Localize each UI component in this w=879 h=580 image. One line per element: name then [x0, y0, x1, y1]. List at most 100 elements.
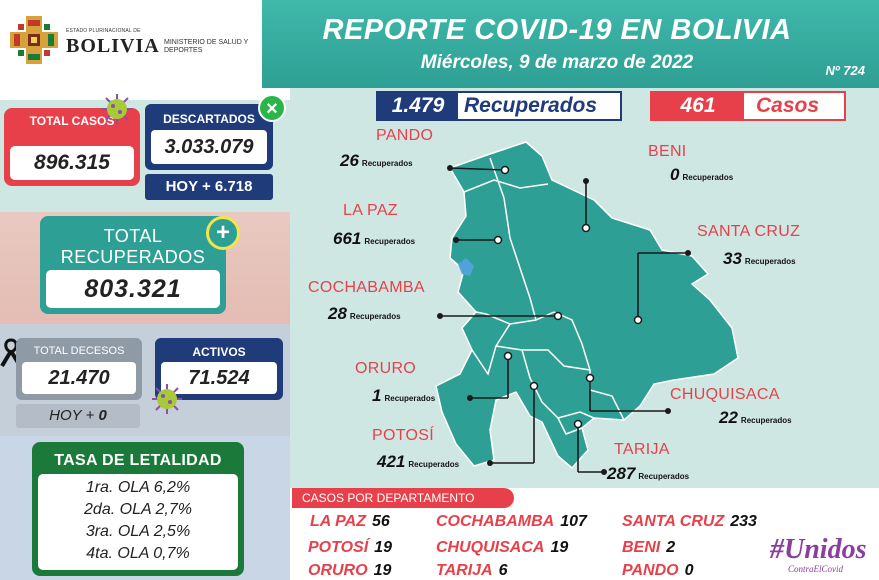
campaign-hashtag: #Unidos	[769, 534, 867, 565]
casos-item: TARIJA 6	[436, 562, 508, 580]
map-markers	[493, 165, 643, 429]
letalidad-row: 1ra. OLA 6,2%	[85, 479, 191, 496]
hoy-decesos-prefix: HOY +	[49, 407, 95, 424]
dept-count-la-paz-value: 661	[333, 229, 362, 248]
dept-count-tarija: 287 Recuperados	[607, 464, 689, 484]
total-recuperados-card: TOTAL RECUPERADOS 803.321	[40, 216, 226, 314]
total-casos-label: TOTAL CASOS	[29, 114, 115, 128]
dept-count-beni-value: 0	[670, 165, 680, 184]
casos-item: COCHABAMBA 107	[436, 513, 587, 531]
casos-today-tag: 461 Casos	[650, 91, 846, 121]
casos-item-name: LA PAZ	[310, 513, 366, 530]
dept-count-unit: Recuperados	[408, 460, 460, 469]
casos-item: PANDO 0	[622, 562, 694, 580]
dept-count-unit: Recuperados	[744, 257, 796, 266]
report-number: Nº 724	[825, 63, 865, 78]
casos-item-value: 2	[666, 539, 676, 556]
casos-item-value: 107	[560, 513, 587, 530]
total-decesos-label: TOTAL DECESOS	[33, 345, 125, 357]
casos-item-name: TARIJA	[436, 562, 493, 579]
dept-count-unit: Recuperados	[384, 394, 436, 403]
activos-label: ACTIVOS	[192, 345, 246, 359]
campaign-sub: ContraElCovid	[788, 564, 844, 574]
total-casos-card: TOTAL CASOS 896.315	[4, 108, 140, 186]
descartados-value: 3.033.079	[151, 130, 267, 164]
casos-item-value: 19	[373, 562, 392, 579]
casos-item-name: ORURO	[308, 562, 368, 579]
dept-count-cochabamba: 28 Recuperados	[328, 304, 401, 324]
state-small-text: ESTADO PLURINACIONAL DE	[66, 28, 141, 34]
casos-item-name: PANDO	[622, 562, 679, 579]
bolivia-map-shape	[435, 141, 739, 470]
tasa-letalidad-title: TASA DE LETALIDAD	[54, 452, 222, 469]
report-banner: REPORTE COVID-19 EN BOLIVIA Miércoles, 9…	[262, 0, 879, 88]
dept-count-santa-cruz-value: 33	[723, 249, 742, 268]
map-area	[290, 88, 879, 488]
plus-circle-icon: +	[206, 216, 240, 250]
ministry-name: MINISTERIO DE SALUD Y DEPORTES	[164, 39, 249, 54]
letalidad-row: 4ta. OLA 0,7%	[86, 545, 190, 562]
tasa-letalidad-list: 1ra. OLA 6,2% 2da. OLA 2,7% 3ra. OLA 2,5…	[38, 474, 238, 570]
bolivia-map	[435, 141, 739, 475]
lake-titicaca-shape	[458, 258, 474, 276]
total-recuperados-value: 803.321	[46, 270, 220, 308]
dept-count-chuquisaca-value: 22	[719, 408, 738, 427]
dept-count-unit: Recuperados	[349, 312, 401, 321]
dept-count-beni: 0 Recuperados	[670, 165, 733, 185]
dept-count-chuquisaca: 22 Recuperados	[719, 408, 792, 428]
dept-name-santa-cruz: SANTA CRUZ	[697, 223, 801, 240]
dept-count-unit: Recuperados	[638, 472, 690, 481]
casos-item: LA PAZ 56	[310, 513, 390, 531]
map-endpoints	[437, 165, 691, 475]
casos-item-name: POTOSÍ	[308, 539, 369, 556]
dept-count-tarija-value: 287	[607, 464, 636, 483]
total-casos-value: 896.315	[10, 146, 134, 180]
dept-name-cochabamba: COCHABAMBA	[308, 279, 425, 296]
dept-name-chuquisaca: CHUQUISACA	[670, 386, 780, 403]
casos-por-departamento-label: CASOS POR DEPARTAMENTO	[292, 488, 514, 508]
bolivia-emblem-icon	[10, 16, 58, 64]
casos-item-value: 6	[498, 562, 508, 579]
casos-item: POTOSÍ 19	[308, 539, 392, 557]
close-circle-icon: ×	[258, 94, 286, 122]
dept-name-pando: PANDO	[376, 127, 434, 144]
logo-area: ESTADO PLURINACIONAL DE BOLIVIA MINISTER…	[0, 0, 258, 100]
unidos-campaign-logo: #Unidos ContraElCovid	[769, 534, 867, 574]
casos-item-name: CHUQUISACA	[436, 539, 545, 556]
dept-count-santa-cruz: 33 Recuperados	[723, 249, 796, 269]
recuperados-today-value: 1.479	[378, 93, 458, 119]
virus-icon	[152, 384, 182, 414]
recuperados-today-label: Recuperados	[464, 94, 598, 117]
dept-count-cochabamba-value: 28	[328, 304, 347, 323]
dept-name-potosi: POTOSÍ	[372, 427, 434, 444]
dept-count-unit: Recuperados	[740, 416, 792, 425]
casos-today-label: Casos	[756, 94, 820, 117]
casos-item-value: 56	[372, 513, 390, 530]
total-decesos-value: 21.470	[22, 362, 136, 394]
state-name: BOLIVIA	[66, 35, 160, 57]
dept-count-oruro: 1 Recuperados	[372, 386, 435, 406]
virus-icon	[102, 94, 132, 124]
descartados-label: DESCARTADOS	[163, 112, 255, 126]
casos-item: BENI 2	[622, 539, 675, 557]
dept-count-pando: 26 Recuperados	[340, 151, 413, 171]
dept-count-unit: Recuperados	[361, 159, 413, 168]
dept-name-beni: BENI	[648, 143, 687, 160]
dept-count-unit: Recuperados	[682, 173, 734, 182]
leader-lines	[440, 167, 688, 473]
casos-item-name: COCHABAMBA	[436, 513, 555, 530]
casos-item-name: BENI	[622, 539, 661, 556]
descartados-card: DESCARTADOS 3.033.079	[145, 104, 273, 170]
casos-item-name: SANTA CRUZ	[622, 513, 725, 530]
casos-item: ORURO 19	[308, 562, 391, 580]
letalidad-row: 3ra. OLA 2,5%	[85, 523, 191, 540]
dept-count-unit: Recuperados	[364, 237, 416, 246]
department-borders	[463, 157, 625, 435]
dept-name-oruro: ORURO	[355, 360, 417, 377]
dept-count-potosi: 421 Recuperados	[377, 452, 459, 472]
casos-item-value: 0	[684, 562, 694, 579]
casos-item-value: 19	[374, 539, 392, 556]
report-title: REPORTE COVID-19 EN BOLIVIA	[322, 14, 792, 46]
hoy-decesos-value: 0	[98, 407, 107, 424]
casos-today-value: 461	[652, 93, 744, 119]
